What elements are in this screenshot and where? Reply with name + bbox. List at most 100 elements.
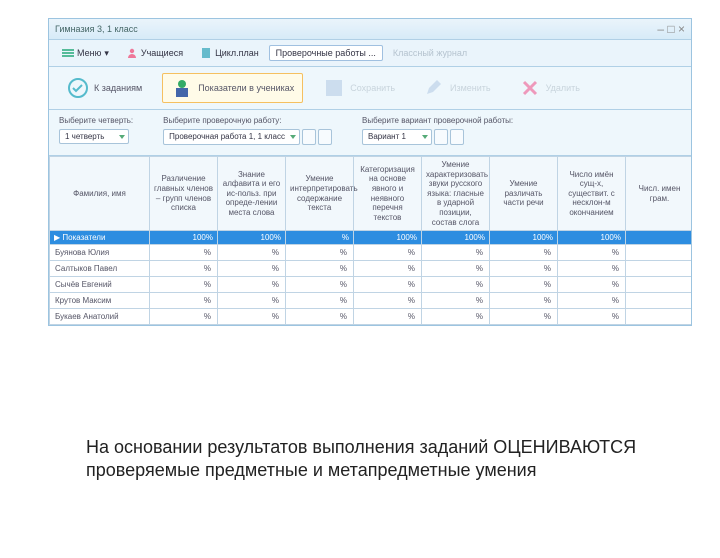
variant-clear-button[interactable] xyxy=(450,129,464,145)
value-cell: % xyxy=(354,277,422,293)
quarter-select[interactable]: 1 четверть xyxy=(59,129,129,144)
percent-cell: % xyxy=(286,231,354,245)
titlebar: Гимназия 3, 1 класс – □ × xyxy=(49,19,691,40)
student-name: Буянова Юлия xyxy=(50,245,150,261)
col-name: Фамилия, имя xyxy=(50,157,150,231)
delete-label: Удалить xyxy=(546,83,580,93)
variant-label: Выберите вариант проверочной работы: xyxy=(362,116,513,125)
tab-label: Учащиеся xyxy=(141,48,183,58)
col-skill-2: Умение интерпретировать содержание текст… xyxy=(286,157,354,231)
value-cell: % xyxy=(490,245,558,261)
tab-classwork[interactable]: Классный журнал xyxy=(386,45,474,61)
col-skill-6: Число имён сущ-х, существит. с несклон-м… xyxy=(558,157,626,231)
work-edit-button[interactable] xyxy=(302,129,316,145)
percent-cell: 100% xyxy=(422,231,490,245)
student-label: Показатели в учениках xyxy=(198,83,294,93)
value-cell: % xyxy=(490,277,558,293)
menu-icon xyxy=(62,47,74,59)
save-button[interactable]: Сохранить xyxy=(315,74,403,102)
filter-variant: Выберите вариант проверочной работы: Вар… xyxy=(362,116,513,145)
filter-quarter: Выберите четверть: 1 четверть xyxy=(59,116,133,145)
value-cell: % xyxy=(422,309,490,325)
value-cell: % xyxy=(286,277,354,293)
value-cell: % xyxy=(490,293,558,309)
window-title: Гимназия 3, 1 класс xyxy=(55,24,138,34)
value-cell: % xyxy=(354,293,422,309)
results-table: Фамилия, имя Различение главных членов –… xyxy=(49,156,691,325)
value-cell: % xyxy=(150,277,218,293)
col-skill-7: Числ. имен грам. xyxy=(626,157,692,231)
table-row[interactable]: Букаев Анатолий%%%%%%% xyxy=(50,309,692,325)
tab-curricula[interactable]: Цикл.план xyxy=(193,44,266,62)
work-clear-button[interactable] xyxy=(318,129,332,145)
quarter-label: Выберите четверть: xyxy=(59,116,133,125)
col-skill-1: Знание алфавита и его ис-польз. при опре… xyxy=(218,157,286,231)
assign-button[interactable]: К заданиям xyxy=(59,74,150,102)
save-icon xyxy=(323,77,345,99)
menubar: Меню ▾ Учащиеся Цикл.план Проверочные ра… xyxy=(49,40,691,67)
data-grid: Фамилия, имя Различение главных членов –… xyxy=(49,156,691,325)
value-cell: % xyxy=(218,293,286,309)
value-cell: % xyxy=(218,245,286,261)
value-cell: % xyxy=(558,277,626,293)
pencil-icon xyxy=(423,77,445,99)
check-icon xyxy=(67,77,89,99)
menu-button[interactable]: Меню ▾ xyxy=(55,44,116,62)
toolbar: К заданиям Показатели в учениках Сохрани… xyxy=(49,67,691,110)
tab-tests[interactable]: Проверочные работы ... xyxy=(269,45,383,61)
filters: Выберите четверть: 1 четверть Выберите п… xyxy=(49,110,691,156)
table-row[interactable]: Салтыков Павел%%%%%%% xyxy=(50,261,692,277)
table-row[interactable]: Сычёв Евгений%%%%%%% xyxy=(50,277,692,293)
value-cell: % xyxy=(422,277,490,293)
person-icon xyxy=(126,47,138,59)
tab-label: Классный журнал xyxy=(393,48,467,58)
tab-label: Проверочные работы ... xyxy=(276,48,376,58)
table-row[interactable]: Крутов Максим%%%%%%% xyxy=(50,293,692,309)
value-cell: % xyxy=(218,309,286,325)
x-icon xyxy=(519,77,541,99)
value-cell: % xyxy=(286,309,354,325)
student-name: Букаев Анатолий xyxy=(50,309,150,325)
app-window: Гимназия 3, 1 класс – □ × Меню ▾ Учащиес… xyxy=(48,18,692,326)
value-cell: % xyxy=(150,293,218,309)
delete-button[interactable]: Удалить xyxy=(511,74,588,102)
value-cell: % xyxy=(422,245,490,261)
change-button[interactable]: Изменить xyxy=(415,74,499,102)
col-skill-4: Умение характеризовать звуки русского яз… xyxy=(422,157,490,231)
value-cell: % xyxy=(286,261,354,277)
save-label: Сохранить xyxy=(350,83,395,93)
value-cell: % xyxy=(490,261,558,277)
student-name: Крутов Максим xyxy=(50,293,150,309)
value-cell: % xyxy=(422,261,490,277)
value-cell: % xyxy=(354,261,422,277)
skills-header-row: Фамилия, имя Различение главных членов –… xyxy=(50,157,692,231)
col-skill-5: Умение различать части речи xyxy=(490,157,558,231)
student-name: Салтыков Павел xyxy=(50,261,150,277)
tab-label: Цикл.план xyxy=(215,48,259,58)
assign-label: К заданиям xyxy=(94,83,142,93)
col-skill-0: Различение главных членов – групп членов… xyxy=(150,157,218,231)
window-controls[interactable]: – □ × xyxy=(657,22,685,36)
value-cell: % xyxy=(558,293,626,309)
value-cell: % xyxy=(558,261,626,277)
value-cell: % xyxy=(286,293,354,309)
student-icon xyxy=(171,77,193,99)
value-cell: % xyxy=(150,309,218,325)
value-cell: % xyxy=(218,277,286,293)
work-select[interactable]: Проверочная работа 1, 1 класс xyxy=(163,129,300,145)
doc-icon xyxy=(200,47,212,59)
chevron-down-icon: ▾ xyxy=(104,48,109,59)
slide-caption: На основании результатов выполнения зада… xyxy=(86,436,646,483)
menu-label: Меню xyxy=(77,48,101,58)
change-label: Изменить xyxy=(450,83,491,93)
value-cell: % xyxy=(150,261,218,277)
table-row[interactable]: Буянова Юлия%%%%%%% xyxy=(50,245,692,261)
percent-cell: 100% xyxy=(150,231,218,245)
student-name: Сычёв Евгений xyxy=(50,277,150,293)
variant-select[interactable]: Вариант 1 xyxy=(362,129,432,145)
variant-edit-button[interactable] xyxy=(434,129,448,145)
value-cell: % xyxy=(354,309,422,325)
value-cell: % xyxy=(286,245,354,261)
tab-students[interactable]: Учащиеся xyxy=(119,44,190,62)
student-button[interactable]: Показатели в учениках xyxy=(162,73,303,103)
